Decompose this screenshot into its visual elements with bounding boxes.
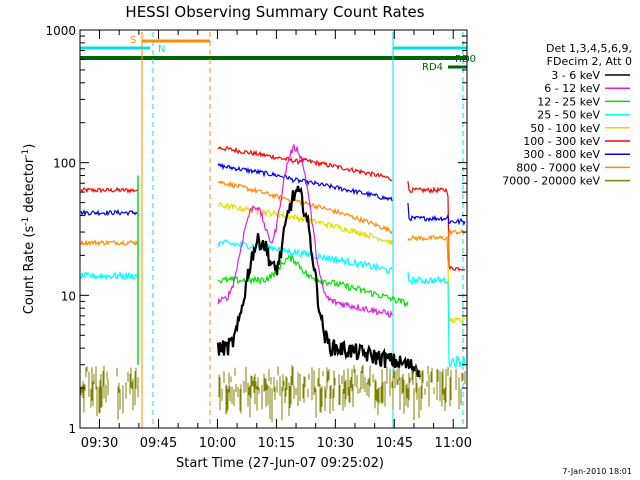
series-12-25-kev (217, 253, 409, 307)
y-tick-label: 100 (53, 157, 76, 171)
y-tick-label: 10 (61, 289, 76, 303)
footer-date: 7-Jan-2010 18:01 (562, 467, 632, 476)
flag-label-rd4: RD4 (422, 62, 443, 73)
y-axis-label: Count Rate (s-1 detector-1) (21, 144, 37, 315)
plot-frame (79, 29, 468, 429)
series-300-800-kev (80, 162, 466, 226)
series-6-12-kev (217, 143, 393, 318)
x-tick-label: 10:15 (258, 436, 295, 451)
series-100-300-kev (80, 145, 466, 272)
series-50-100-kev (217, 201, 466, 324)
flag-label-n: N (158, 44, 165, 55)
series-800-7000-kev (80, 179, 466, 263)
chart-title: HESSI Observing Summary Count Rates (125, 3, 424, 21)
legend-label: 300 - 800 keV (523, 148, 600, 161)
legend-label: 6 - 12 keV (544, 82, 600, 95)
flag-bars (80, 32, 467, 428)
legend-label: 3 - 6 keV (551, 69, 600, 82)
flag-label-rd0: RD0 (455, 54, 476, 65)
y-tick-label: 1 (68, 422, 76, 436)
legend-label: 800 - 7000 keV (516, 161, 600, 174)
legend-label: 25 - 50 keV (537, 109, 600, 122)
x-axis-label: Start Time (27-Jun-07 09:25:02) (176, 456, 384, 471)
legend-label: 100 - 300 keV (523, 135, 600, 148)
flag-label-s: S (130, 35, 136, 46)
legend-label: 7000 - 20000 keV (502, 175, 600, 188)
x-tick-label: 09:30 (81, 436, 118, 451)
legend-header-line-2: FDecim 2, Att 0 (547, 55, 632, 68)
legend-header-line-1: Det 1,3,4,5,6,9, (546, 42, 632, 55)
x-tick-label: 10:30 (317, 436, 354, 451)
x-tick-label: 09:45 (140, 436, 177, 451)
x-tick-label: 10:45 (376, 436, 413, 451)
series-3-6-kev (216, 185, 422, 378)
legend-label: 12 - 25 keV (537, 95, 600, 108)
x-tick-label: 11:00 (435, 436, 472, 451)
x-tick-label: 10:00 (199, 436, 236, 451)
legend: Det 1,3,4,5,6,9, FDecim 2, Att 0 3 - 6 k… (502, 42, 632, 188)
legend-label: 50 - 100 keV (530, 122, 600, 135)
y-tick-label: 1000 (45, 24, 76, 38)
series-25-50-kev (80, 239, 466, 369)
axes-layer: 1 10 100 1000 09:30 09:45 10:00 10:15 10:30 10:45… (45, 24, 472, 451)
series-layer (80, 143, 466, 423)
series-7000-20000-kev (80, 364, 466, 423)
